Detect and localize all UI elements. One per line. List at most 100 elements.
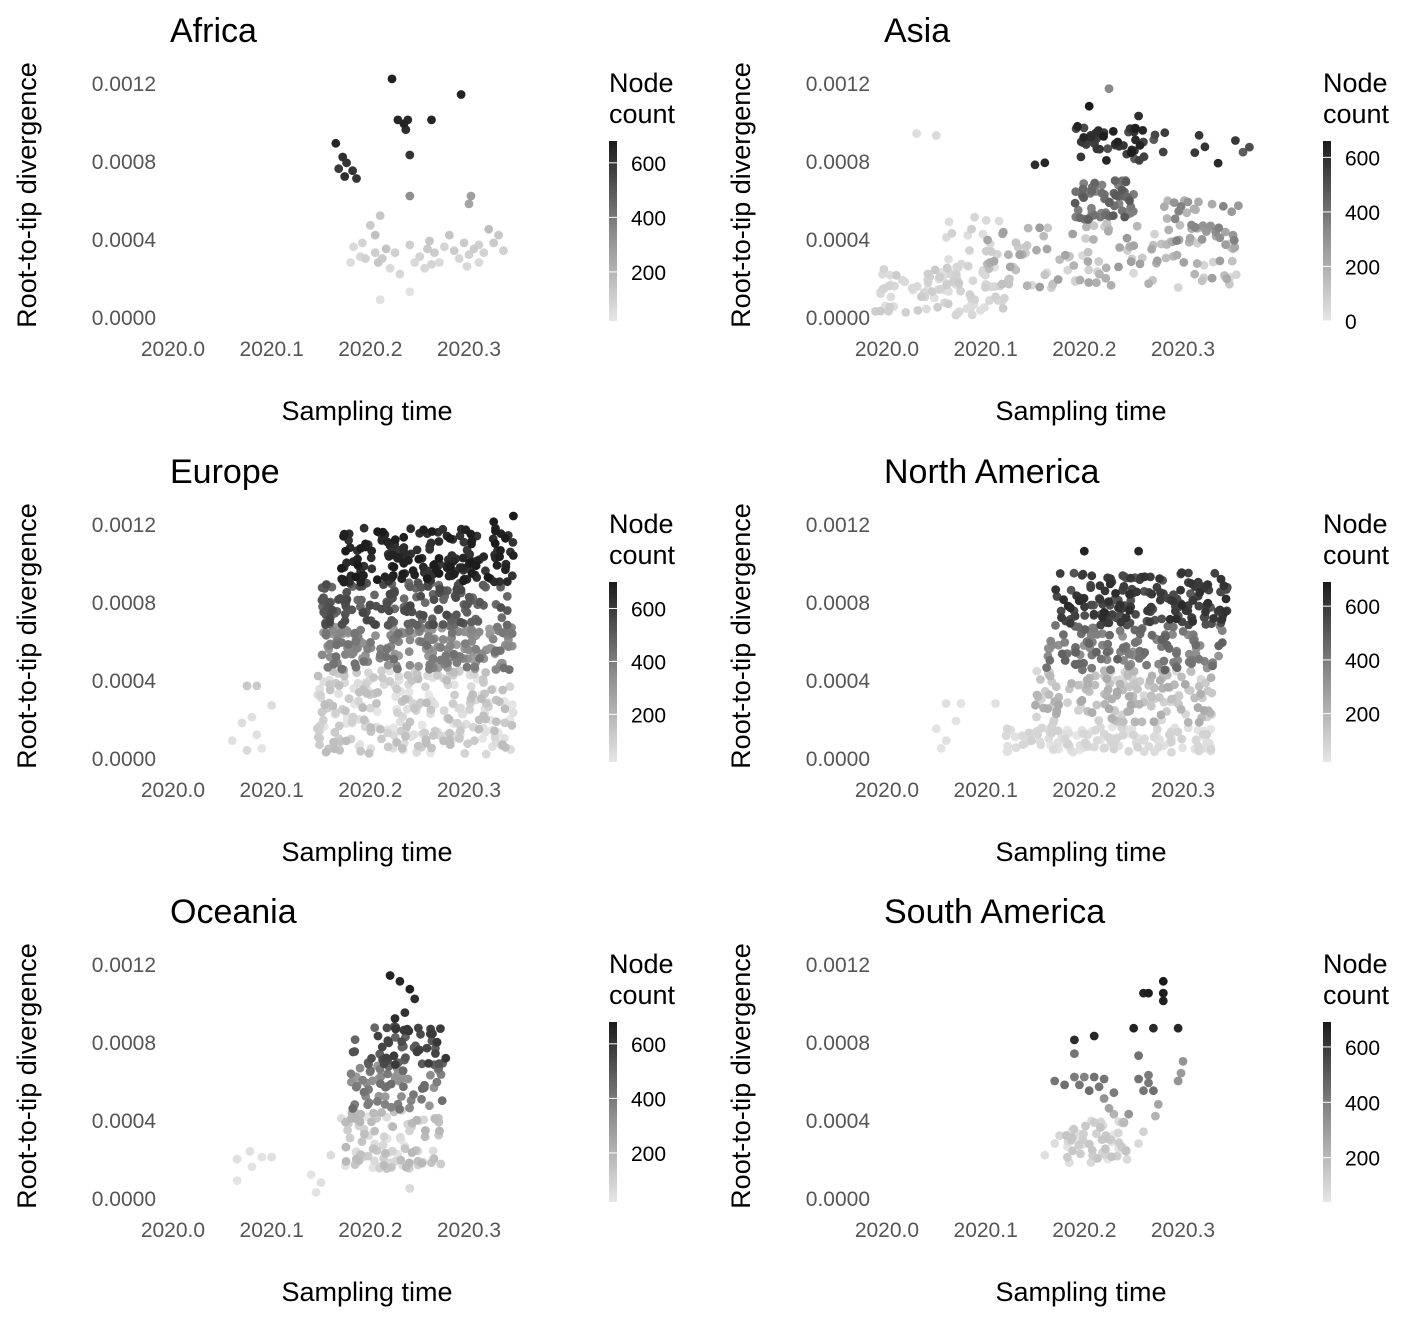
data-point bbox=[367, 1053, 376, 1063]
data-point bbox=[1083, 257, 1093, 266]
data-point bbox=[377, 666, 386, 676]
data-point bbox=[1171, 606, 1180, 616]
data-point bbox=[456, 617, 466, 627]
data-point bbox=[1069, 1124, 1079, 1134]
data-point bbox=[1115, 626, 1125, 636]
data-point bbox=[1118, 571, 1128, 580]
data-point bbox=[389, 562, 399, 572]
data-point bbox=[468, 690, 478, 699]
data-point bbox=[428, 635, 437, 644]
data-point bbox=[490, 539, 500, 548]
data-point bbox=[352, 174, 361, 183]
data-point bbox=[329, 659, 338, 669]
data-point bbox=[316, 1178, 326, 1187]
data-point bbox=[329, 737, 338, 747]
data-point bbox=[1147, 244, 1156, 254]
data-point bbox=[1213, 158, 1223, 168]
data-point bbox=[886, 292, 896, 302]
data-point bbox=[393, 664, 402, 674]
data-point bbox=[1119, 582, 1129, 591]
data-point bbox=[1040, 270, 1050, 280]
data-point bbox=[1044, 690, 1054, 699]
data-point bbox=[1082, 675, 1092, 685]
data-point bbox=[387, 74, 397, 84]
data-point bbox=[342, 595, 352, 604]
data-point bbox=[1229, 235, 1239, 245]
data-point bbox=[402, 1024, 412, 1034]
data-point bbox=[405, 984, 415, 994]
data-point bbox=[398, 569, 408, 579]
data-point bbox=[1230, 243, 1240, 252]
data-point bbox=[498, 628, 508, 638]
data-point bbox=[423, 244, 432, 254]
data-point bbox=[317, 707, 327, 717]
data-point bbox=[1176, 705, 1186, 714]
data-point bbox=[421, 682, 430, 692]
data-point bbox=[373, 258, 383, 267]
data-point bbox=[1086, 583, 1096, 592]
data-point bbox=[338, 152, 348, 162]
data-point bbox=[1125, 605, 1134, 615]
data-point bbox=[1051, 682, 1061, 692]
data-point bbox=[489, 238, 499, 248]
data-point bbox=[353, 554, 362, 564]
data-point bbox=[1074, 706, 1083, 715]
data-point bbox=[490, 726, 499, 736]
data-point bbox=[1036, 675, 1045, 684]
data-point bbox=[390, 1014, 400, 1023]
data-point bbox=[1202, 730, 1212, 739]
data-point bbox=[373, 527, 382, 537]
data-point bbox=[1084, 1139, 1094, 1149]
data-point bbox=[1080, 611, 1090, 620]
data-point bbox=[1043, 704, 1053, 714]
data-point bbox=[1144, 279, 1153, 288]
data-point bbox=[1144, 988, 1153, 998]
data-point bbox=[388, 1122, 398, 1132]
data-point bbox=[1134, 654, 1144, 663]
legend-colorbar bbox=[1323, 582, 1331, 762]
data-point bbox=[1084, 265, 1094, 275]
data-point bbox=[1018, 740, 1028, 749]
data-point bbox=[337, 620, 347, 629]
data-point bbox=[1125, 590, 1134, 599]
data-point bbox=[475, 653, 484, 663]
data-point bbox=[405, 150, 415, 160]
data-point bbox=[1103, 226, 1113, 236]
data-point bbox=[405, 601, 415, 611]
data-point bbox=[435, 258, 444, 267]
data-point bbox=[1201, 620, 1211, 629]
data-point bbox=[409, 1090, 418, 1099]
data-point bbox=[878, 284, 888, 294]
data-point bbox=[1195, 588, 1205, 597]
data-point bbox=[436, 1159, 446, 1169]
data-point bbox=[402, 704, 412, 714]
data-point bbox=[405, 1184, 415, 1193]
data-point bbox=[252, 681, 262, 691]
data-point bbox=[325, 685, 335, 695]
data-point bbox=[968, 276, 978, 286]
data-point bbox=[1155, 595, 1165, 605]
legend-colorbar bbox=[609, 582, 617, 762]
data-point bbox=[1155, 693, 1164, 702]
y-axis-label: Root-to-tip divergence bbox=[12, 503, 42, 769]
data-point bbox=[944, 254, 953, 264]
data-point bbox=[1130, 625, 1140, 635]
data-point bbox=[1109, 744, 1119, 754]
data-point bbox=[413, 741, 423, 751]
data-point bbox=[912, 129, 921, 138]
data-point bbox=[1084, 101, 1094, 111]
data-point bbox=[1207, 688, 1217, 698]
data-point bbox=[879, 265, 889, 274]
data-point bbox=[390, 1060, 400, 1069]
legend-colorbar bbox=[609, 1022, 617, 1202]
data-point bbox=[370, 1126, 379, 1136]
data-point bbox=[363, 644, 373, 654]
data-point bbox=[952, 262, 962, 272]
data-point bbox=[1109, 1109, 1119, 1119]
data-point bbox=[1087, 186, 1097, 196]
data-point bbox=[267, 701, 276, 710]
data-point bbox=[1193, 577, 1203, 587]
data-point bbox=[1179, 258, 1189, 267]
data-point bbox=[1194, 601, 1204, 611]
